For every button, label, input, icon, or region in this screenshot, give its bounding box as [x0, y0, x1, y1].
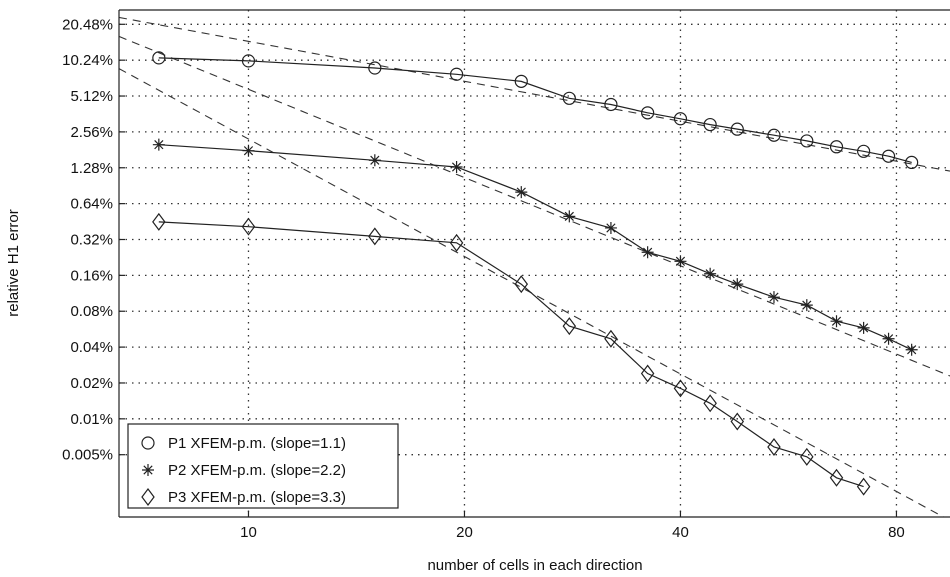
- data-point-diamond: [241, 217, 256, 236]
- axes: [118, 9, 950, 518]
- data-point-circle: [604, 97, 618, 112]
- legend-marker-diamond: [141, 488, 155, 506]
- data-point-asterisk: [830, 315, 843, 328]
- data-point-asterisk: [450, 160, 463, 173]
- data-point-asterisk: [604, 221, 617, 234]
- y-tick-label: 0.02%: [70, 375, 113, 392]
- data-point-circle: [562, 91, 576, 105]
- y-axis-label: relative H1 error: [5, 209, 22, 317]
- series-1: [152, 51, 919, 169]
- x-tick-label: 20: [456, 524, 473, 541]
- data-point-diamond: [856, 477, 871, 496]
- x-axis-label: number of cells in each direction: [427, 557, 642, 574]
- data-point-circle: [857, 144, 871, 158]
- y-tick-label: 0.005%: [62, 447, 113, 464]
- data-point-diamond: [604, 329, 618, 348]
- legend-marker-circle: [141, 436, 155, 450]
- y-tick-label: 10.24%: [62, 52, 113, 69]
- data-point-asterisk: [905, 343, 918, 356]
- data-point-circle: [905, 155, 919, 169]
- data-point-diamond: [152, 212, 166, 231]
- data-point-circle: [767, 128, 781, 142]
- data-point-asterisk: [731, 278, 744, 291]
- y-tick-label: 2.56%: [70, 124, 113, 141]
- y-tick-label: 0.16%: [70, 267, 113, 284]
- series: [152, 51, 919, 496]
- data-point-diamond: [703, 394, 717, 413]
- data-point-asterisk: [882, 332, 895, 345]
- data-point-diamond: [640, 364, 655, 383]
- y-tick-label: 1.28%: [70, 160, 113, 177]
- data-point-circle: [673, 112, 688, 126]
- y-tick-label: 0.08%: [70, 303, 113, 320]
- slope-reference-line: [119, 35, 950, 377]
- legend-label: P2 XFEM-p.m. (slope=2.2): [168, 462, 346, 479]
- data-point-circle: [241, 54, 256, 68]
- series-3: [152, 212, 871, 496]
- data-point-asterisk: [857, 321, 870, 334]
- y-tick-label: 0.32%: [70, 232, 113, 249]
- legend-label: P1 XFEM-p.m. (slope=1.1): [168, 435, 346, 452]
- legend: P1 XFEM-p.m. (slope=1.1) P2 XFEM-p.m. (sl…: [127, 423, 399, 509]
- data-point-asterisk: [704, 267, 717, 280]
- data-point-asterisk: [674, 255, 687, 268]
- slope-reference-line: [119, 68, 945, 517]
- data-point-asterisk: [515, 186, 528, 199]
- x-tick-label: 10: [240, 524, 257, 541]
- data-point-asterisk: [563, 210, 576, 223]
- y-tick-label: 20.48%: [62, 16, 113, 33]
- data-point-diamond: [800, 447, 814, 466]
- data-point-diamond: [562, 317, 577, 336]
- data-point-diamond: [829, 468, 844, 487]
- data-point-circle: [800, 134, 814, 148]
- y-tick-label: 0.01%: [70, 411, 113, 428]
- data-point-circle: [152, 51, 166, 65]
- x-tick-label: 80: [888, 524, 905, 541]
- data-point-circle: [368, 61, 382, 75]
- data-point-diamond: [673, 379, 688, 398]
- data-point-asterisk: [641, 246, 654, 259]
- legend-label: P3 XFEM-p.m. (slope=3.3): [168, 489, 346, 506]
- data-point-circle: [449, 67, 464, 81]
- y-tick-label: 0.04%: [70, 339, 113, 356]
- data-point-circle: [730, 122, 744, 136]
- data-point-circle: [703, 117, 717, 132]
- data-point-circle: [641, 106, 655, 120]
- y-tick-label: 5.12%: [70, 88, 113, 105]
- data-point-asterisk: [242, 144, 255, 157]
- data-point-diamond: [514, 275, 529, 294]
- data-point-diamond: [449, 233, 464, 252]
- legend-box: [127, 423, 399, 509]
- legend-marker-asterisk: [142, 464, 154, 476]
- data-point-asterisk: [800, 299, 813, 312]
- series-line: [158, 57, 912, 163]
- data-point-diamond: [730, 412, 745, 431]
- series-line: [158, 221, 864, 488]
- data-point-asterisk: [152, 138, 165, 151]
- data-point-asterisk: [767, 291, 780, 304]
- data-point-circle: [829, 140, 844, 154]
- x-tick-label: 40: [672, 524, 689, 541]
- y-tick-label: 0.64%: [70, 196, 113, 213]
- data-point-diamond: [767, 438, 781, 457]
- data-point-asterisk: [368, 154, 381, 167]
- data-point-circle: [514, 74, 528, 88]
- data-point-diamond: [368, 227, 382, 246]
- tick-labels: 20.48% 10.24% 5.12% 2.56% 1.28% 0.64% 0.32% 0.1…: [62, 16, 905, 541]
- data-point-circle: [881, 149, 896, 163]
- series-2: [152, 138, 918, 356]
